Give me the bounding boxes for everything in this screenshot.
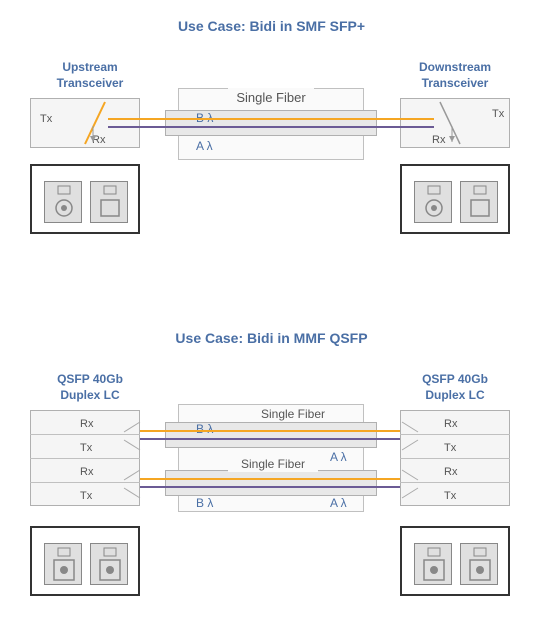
rx-q1r: Rx xyxy=(444,418,457,430)
connector-port xyxy=(414,543,452,585)
connector-left-1 xyxy=(30,164,140,234)
bend-left-top xyxy=(120,420,150,454)
qsfp-right-label: QSFP 40Gb Duplex LC xyxy=(400,372,510,403)
left-splitter-icon xyxy=(75,98,115,148)
connector-right-1 xyxy=(400,164,510,234)
right-splitter-icon xyxy=(430,98,470,148)
connector-right-2 xyxy=(400,526,510,596)
tx-q2: Tx xyxy=(80,490,92,502)
tx-q1: Tx xyxy=(80,442,92,454)
a-lambda-2a: A λ xyxy=(330,450,347,464)
rx-q1: Rx xyxy=(80,418,93,430)
a-lambda-1: A λ xyxy=(196,139,213,153)
line-a-1 xyxy=(108,126,434,128)
connector-left-2 xyxy=(30,526,140,596)
qsfp-left-label: QSFP 40Gb Duplex LC xyxy=(40,372,140,403)
line-a-2a xyxy=(140,438,400,440)
lc-port-active-icon xyxy=(91,544,129,586)
divider xyxy=(30,458,140,459)
connector-port xyxy=(460,181,498,223)
connector-port xyxy=(460,543,498,585)
divider xyxy=(400,458,510,459)
line-a-2b xyxy=(140,486,400,488)
connector-port xyxy=(44,543,82,585)
downstream-label: Downstream Transceiver xyxy=(400,60,510,91)
connector-port xyxy=(90,543,128,585)
connector-port xyxy=(44,181,82,223)
fiber-channel-2b xyxy=(165,470,377,496)
lc-port-inactive-icon xyxy=(91,182,129,224)
diagram2-title: Use Case: Bidi in MMF QSFP xyxy=(0,330,543,346)
bend-right-top xyxy=(392,420,422,454)
diagram1-title: Use Case: Bidi in SMF SFP+ xyxy=(0,18,543,34)
connector-port xyxy=(90,181,128,223)
single-fiber-label-2a: Single Fiber xyxy=(248,406,338,422)
rx-q2r: Rx xyxy=(444,466,457,478)
b-lambda-2a: B λ xyxy=(196,422,213,436)
line-b-2b xyxy=(140,478,400,480)
lc-port-active-icon xyxy=(415,182,453,224)
bend-left-bot xyxy=(120,468,150,502)
a-lambda-2b: A λ xyxy=(330,496,347,510)
single-fiber-label-1: Single Fiber xyxy=(228,88,314,107)
lc-port-active-icon xyxy=(415,544,453,586)
bend-right-bot xyxy=(392,468,422,502)
rx-q2: Rx xyxy=(80,466,93,478)
lc-port-active-icon xyxy=(45,182,83,224)
connector-port xyxy=(414,181,452,223)
line-b-2a xyxy=(140,430,400,432)
tx-right: Tx xyxy=(492,108,504,120)
upstream-label: Upstream Transceiver xyxy=(40,60,140,91)
lc-port-active-icon xyxy=(461,544,499,586)
line-b-1 xyxy=(108,118,434,120)
tx-left: Tx xyxy=(40,113,52,125)
tx-q1r: Tx xyxy=(444,442,456,454)
lc-port-active-icon xyxy=(45,544,83,586)
b-lambda-2b: B λ xyxy=(196,496,213,510)
lc-port-inactive-icon xyxy=(461,182,499,224)
single-fiber-label-2b: Single Fiber xyxy=(228,456,318,472)
diagram-container: Use Case: Bidi in SMF SFP+ Upstream Tran… xyxy=(0,0,543,640)
tx-q2r: Tx xyxy=(444,490,456,502)
